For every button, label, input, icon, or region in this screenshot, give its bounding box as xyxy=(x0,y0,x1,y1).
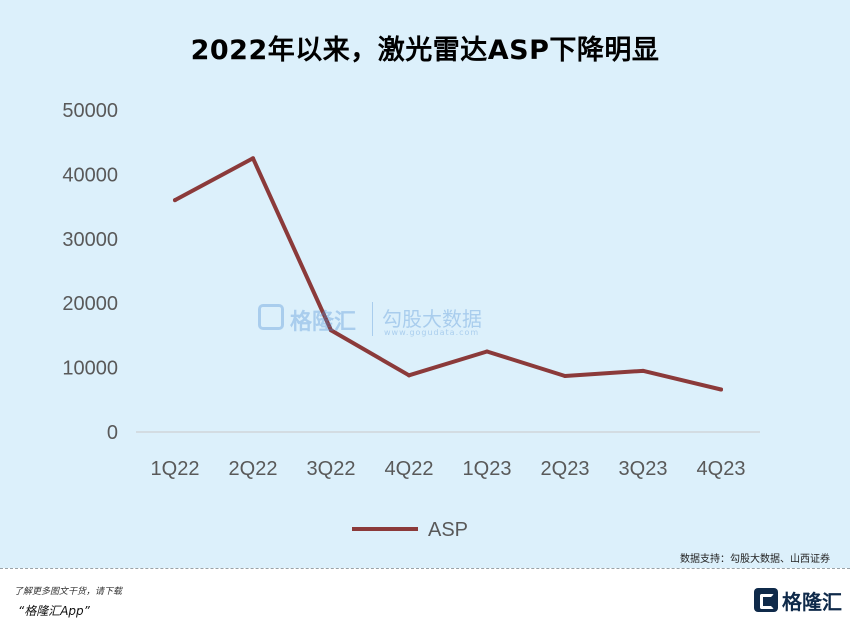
footer-download-prompt: 了解更多图文干货，请下载 xyxy=(14,587,123,597)
x-axis-ticks: 1Q22 2Q22 3Q22 4Q22 1Q23 2Q23 3Q23 4Q23 xyxy=(151,458,746,480)
gelonghui-logo-icon xyxy=(754,588,778,612)
data-point xyxy=(407,373,411,378)
data-point xyxy=(563,373,567,378)
x-tick-label: 2Q23 xyxy=(541,458,590,480)
watermark-text: 勾股大数据 xyxy=(382,307,482,331)
data-point xyxy=(485,349,489,354)
x-tick-label: 1Q23 xyxy=(463,458,512,480)
y-tick-label: 30000 xyxy=(62,229,118,251)
footer-divider xyxy=(0,568,850,569)
y-axis-ticks: 0 10000 20000 30000 40000 50000 xyxy=(62,100,118,444)
x-tick-label: 3Q23 xyxy=(619,458,668,480)
x-tick-label: 3Q22 xyxy=(307,458,356,480)
y-tick-label: 40000 xyxy=(62,164,118,186)
data-point xyxy=(719,387,723,392)
data-point xyxy=(329,328,333,333)
data-point xyxy=(251,156,255,161)
data-source-note: 数据支持：勾股大数据、山西证券 xyxy=(680,554,830,565)
y-tick-label: 0 xyxy=(107,422,118,444)
x-tick-label: 4Q22 xyxy=(385,458,434,480)
x-tick-label: 2Q22 xyxy=(229,458,278,480)
line-chart: 0 10000 20000 30000 40000 50000 1Q22 2Q22 3Q22 4… xyxy=(62,100,760,541)
footer-app-name: “格隆汇App” xyxy=(18,604,90,618)
watermark-logo-icon xyxy=(258,304,284,330)
y-tick-label: 20000 xyxy=(62,293,118,315)
y-tick-label: 50000 xyxy=(62,100,118,122)
legend: ASP xyxy=(352,519,468,541)
data-point xyxy=(173,198,177,203)
watermark-brand: 格隆汇 xyxy=(290,310,357,335)
data-point xyxy=(641,368,645,373)
series-points xyxy=(173,156,723,392)
x-tick-label: 4Q23 xyxy=(697,458,746,480)
x-tick-label: 1Q22 xyxy=(151,458,200,480)
chart-panel xyxy=(0,0,850,568)
watermark: 格隆汇 勾股大数据 www.gogudata.com xyxy=(258,300,508,340)
watermark-url: www.gogudata.com xyxy=(384,328,480,337)
legend-label-asp: ASP xyxy=(428,519,468,541)
watermark-separator xyxy=(372,302,373,336)
series-line-asp xyxy=(173,156,723,392)
brand-name: 格隆汇 xyxy=(782,590,842,614)
brand-logo[interactable]: 格隆汇 xyxy=(754,586,844,616)
y-tick-label: 10000 xyxy=(62,358,118,380)
chart-title: 2022年以来，激光雷达ASP下降明显 xyxy=(190,35,660,66)
